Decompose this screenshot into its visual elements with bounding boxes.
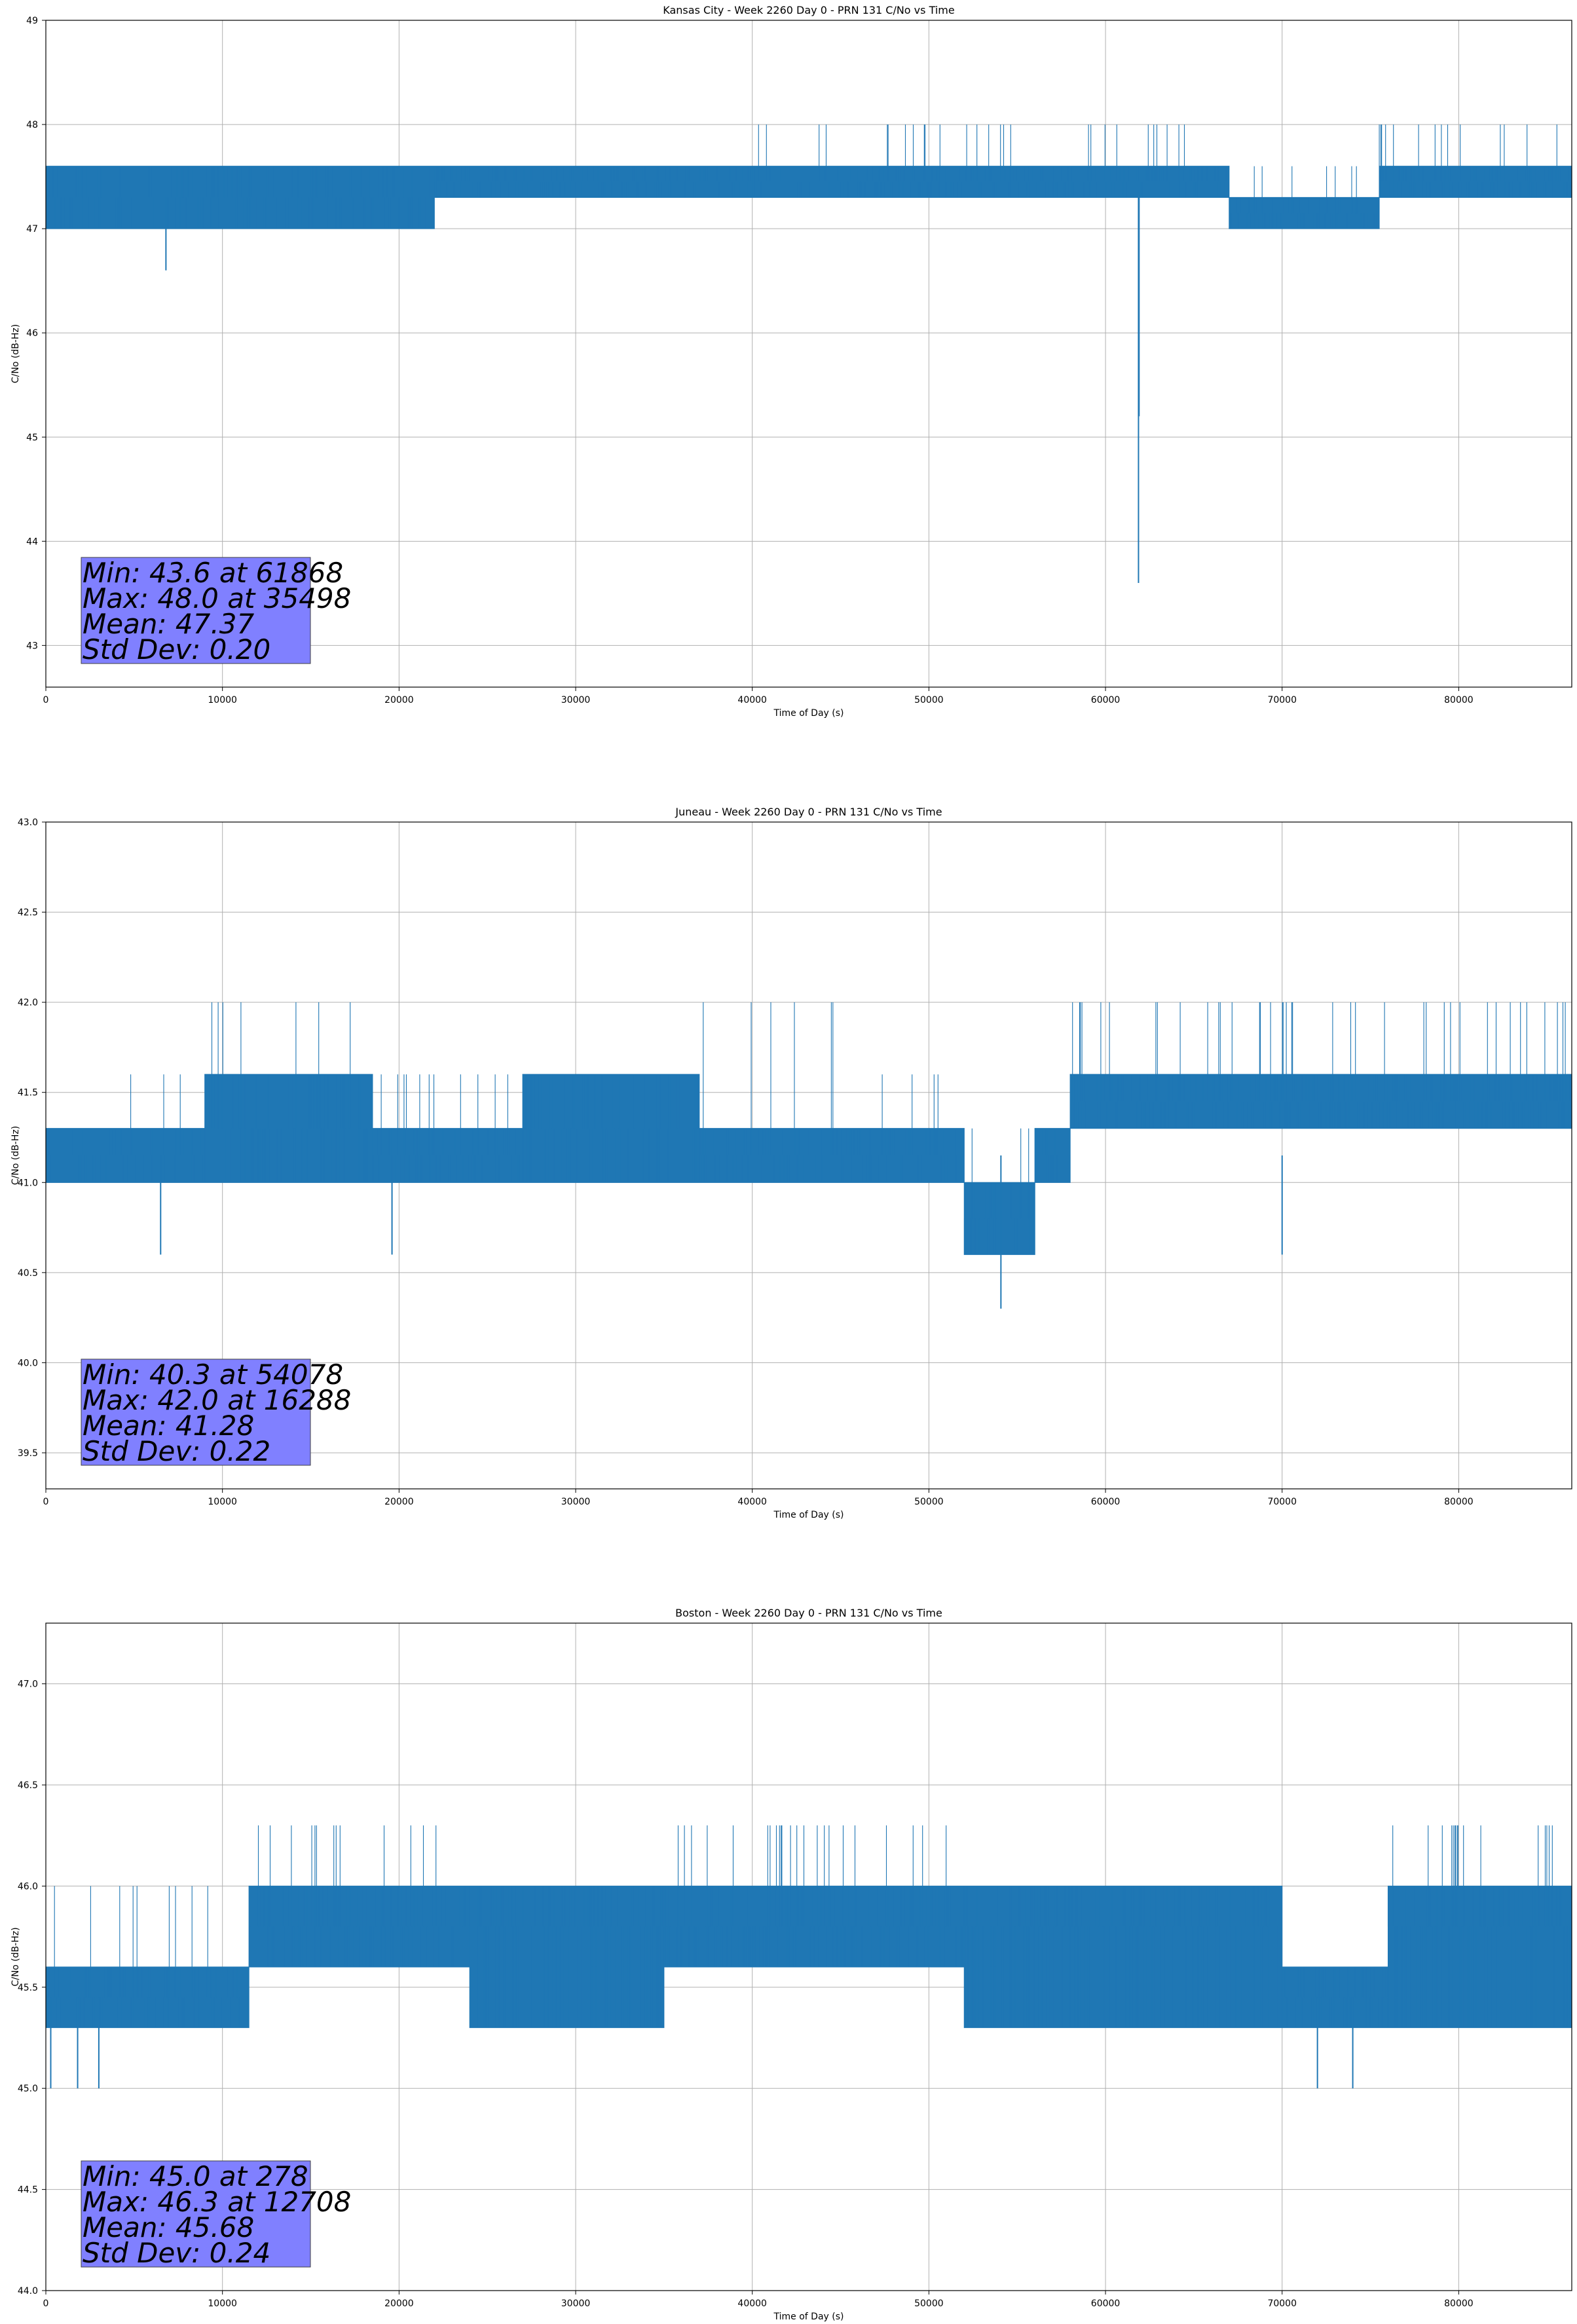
stats-box-background: [81, 1359, 311, 1466]
series-line: [45, 1002, 1572, 1309]
x-tick-label: 70000: [1267, 695, 1297, 705]
y-tick-label: 41.0: [18, 1178, 38, 1188]
stats-box: Min: 40.3 at 54078 Max: 42.0 at 16288 Me…: [81, 1359, 351, 1467]
chart-panel-boston: Boston - Week 2260 Day 0 - PRN 131 C/No …: [10, 1607, 1572, 2322]
y-tick-label: 39.5: [18, 1448, 38, 1459]
x-axis-label: Time of Day (s): [773, 708, 844, 719]
y-axis-label: C/No (dB-Hz): [10, 324, 21, 383]
stats-max: Max: 42.0 at 16288: [83, 1384, 351, 1416]
x-tick-label: 50000: [914, 695, 944, 705]
plot-frame: [45, 1622, 1572, 2291]
x-axis-ticks: 0 10000 20000 30000 40000 50000 60000 70000 8000…: [43, 687, 1474, 705]
stats-mean: Mean: 41.28: [83, 1410, 254, 1442]
y-tick-label: 41.5: [18, 1088, 38, 1098]
plot-frame: [45, 821, 1572, 1490]
stats-std: Std Dev: 0.20: [83, 633, 270, 665]
stats-box: Min: 43.6 at 61868 Max: 48.0 at 35498 Me…: [81, 557, 351, 665]
chart-panel-kansas-city: Kansas City - Week 2260 Day 0 - PRN 131 …: [10, 4, 1572, 719]
stats-box: Min: 45.0 at 278 Max: 46.3 at 12708 Mean…: [81, 2160, 351, 2269]
chart-title: Kansas City - Week 2260 Day 0 - PRN 131 …: [663, 4, 954, 16]
y-axis-ticks: 44.0 44.5 45.0 45.5 46.0 46.5 47.0: [18, 1679, 46, 2296]
stats-min: Min: 43.6 at 61868: [83, 557, 343, 589]
x-tick-label: 30000: [561, 1497, 591, 1507]
x-tick-label: 40000: [737, 2298, 767, 2309]
y-tick-label: 46.5: [18, 1780, 38, 1791]
x-tick-label: 30000: [561, 695, 591, 705]
x-tick-label: 50000: [914, 2298, 944, 2309]
x-tick-label: 80000: [1444, 1497, 1474, 1507]
y-tick-label: 46.0: [18, 1881, 38, 1892]
series-band: [45, 124, 1572, 229]
series-line: [45, 124, 1572, 583]
y-tick-label: 40.5: [18, 1268, 38, 1279]
y-tick-label: 40.0: [18, 1358, 38, 1368]
stats-std: Std Dev: 0.24: [83, 2237, 270, 2269]
y-axis-label: C/No (dB-Hz): [10, 1927, 21, 1986]
x-tick-label: 0: [43, 1497, 49, 1507]
plot-frame: [45, 20, 1572, 688]
y-tick-label: 47: [26, 224, 38, 234]
stats-min: Min: 40.3 at 54078: [83, 1359, 343, 1391]
series-band: [45, 1825, 1572, 2029]
stats-box-background: [81, 2160, 311, 2268]
y-tick-label: 42.0: [18, 998, 38, 1008]
y-tick-label: 42.5: [18, 908, 38, 918]
series-line: [45, 1825, 1572, 2089]
y-tick-label: 44.0: [18, 2286, 38, 2296]
y-axis-ticks: 43 44 45 46 47 48 49: [26, 16, 46, 651]
stats-max: Max: 48.0 at 35498: [83, 582, 351, 614]
y-tick-label: 45.5: [18, 1983, 38, 1993]
y-tick-label: 43: [26, 641, 38, 651]
x-tick-label: 50000: [914, 1497, 944, 1507]
y-tick-label: 45.0: [18, 2084, 38, 2094]
y-tick-label: 43.0: [18, 817, 38, 828]
y-tick-label: 44: [26, 536, 38, 547]
series-band: [45, 1002, 1572, 1255]
y-tick-label: 46: [26, 328, 38, 339]
x-axis-ticks: 0 10000 20000 30000 40000 50000 60000 70000 8000…: [43, 2291, 1474, 2309]
x-tick-label: 60000: [1091, 1497, 1121, 1507]
x-tick-label: 40000: [737, 1497, 767, 1507]
y-tick-label: 47.0: [18, 1679, 38, 1690]
x-tick-label: 0: [43, 2298, 49, 2309]
chart-title: Boston - Week 2260 Day 0 - PRN 131 C/No …: [675, 1607, 942, 1619]
x-tick-label: 0: [43, 695, 49, 705]
y-tick-label: 48: [26, 120, 38, 130]
x-tick-label: 70000: [1267, 2298, 1297, 2309]
x-tick-label: 60000: [1091, 695, 1121, 705]
x-tick-label: 10000: [208, 1497, 237, 1507]
stats-box-background: [81, 557, 311, 664]
y-axis-ticks: 39.5 40.0 40.5 41.0 41.5 42.0 42.5 43.0: [18, 817, 46, 1459]
stats-max: Max: 46.3 at 12708: [83, 2186, 351, 2218]
y-tick-label: 45: [26, 432, 38, 443]
stats-std: Std Dev: 0.22: [83, 1435, 270, 1467]
x-tick-label: 30000: [561, 2298, 591, 2309]
x-tick-label: 10000: [208, 695, 237, 705]
x-tick-label: 20000: [384, 2298, 414, 2309]
x-tick-label: 20000: [384, 695, 414, 705]
chart-title: Juneau - Week 2260 Day 0 - PRN 131 C/No …: [675, 806, 942, 818]
y-axis-label: C/No (dB-Hz): [10, 1126, 21, 1185]
stats-mean: Mean: 47.37: [83, 608, 254, 640]
x-tick-label: 40000: [737, 695, 767, 705]
x-axis-label: Time of Day (s): [773, 1510, 844, 1520]
stats-min: Min: 45.0 at 278: [83, 2160, 308, 2192]
x-tick-label: 10000: [208, 2298, 237, 2309]
x-tick-label: 20000: [384, 1497, 414, 1507]
y-tick-label: 44.5: [18, 2185, 38, 2196]
y-tick-label: 49: [26, 16, 38, 26]
stats-mean: Mean: 45.68: [83, 2211, 254, 2243]
x-axis-label: Time of Day (s): [773, 2312, 844, 2322]
x-axis-ticks: 0 10000 20000 30000 40000 50000 60000 70000 8000…: [43, 1489, 1474, 1507]
x-tick-label: 80000: [1444, 695, 1474, 705]
x-tick-label: 60000: [1091, 2298, 1121, 2309]
chart-panel-juneau: Juneau - Week 2260 Day 0 - PRN 131 C/No …: [10, 806, 1572, 1520]
x-tick-label: 70000: [1267, 1497, 1297, 1507]
x-tick-label: 80000: [1444, 2298, 1474, 2309]
